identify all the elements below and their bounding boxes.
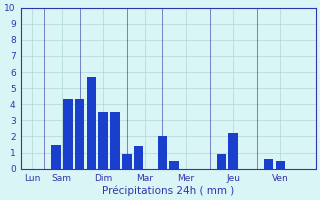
Bar bbox=[110, 112, 120, 169]
Bar bbox=[217, 154, 226, 169]
Bar bbox=[264, 159, 273, 169]
Bar bbox=[99, 112, 108, 169]
Bar bbox=[276, 161, 285, 169]
Bar bbox=[122, 154, 132, 169]
X-axis label: Précipitations 24h ( mm ): Précipitations 24h ( mm ) bbox=[102, 185, 234, 196]
Bar bbox=[134, 146, 143, 169]
Bar bbox=[87, 77, 96, 169]
Bar bbox=[157, 136, 167, 169]
Bar bbox=[75, 99, 84, 169]
Bar bbox=[169, 161, 179, 169]
Bar bbox=[51, 145, 61, 169]
Bar bbox=[63, 99, 73, 169]
Bar bbox=[228, 133, 238, 169]
